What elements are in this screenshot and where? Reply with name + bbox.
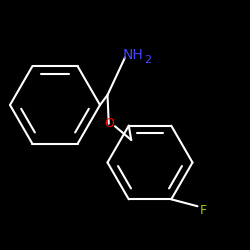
Text: O: O: [104, 117, 114, 130]
Text: 2: 2: [144, 55, 151, 65]
Text: F: F: [200, 204, 207, 216]
Text: NH: NH: [122, 48, 143, 62]
